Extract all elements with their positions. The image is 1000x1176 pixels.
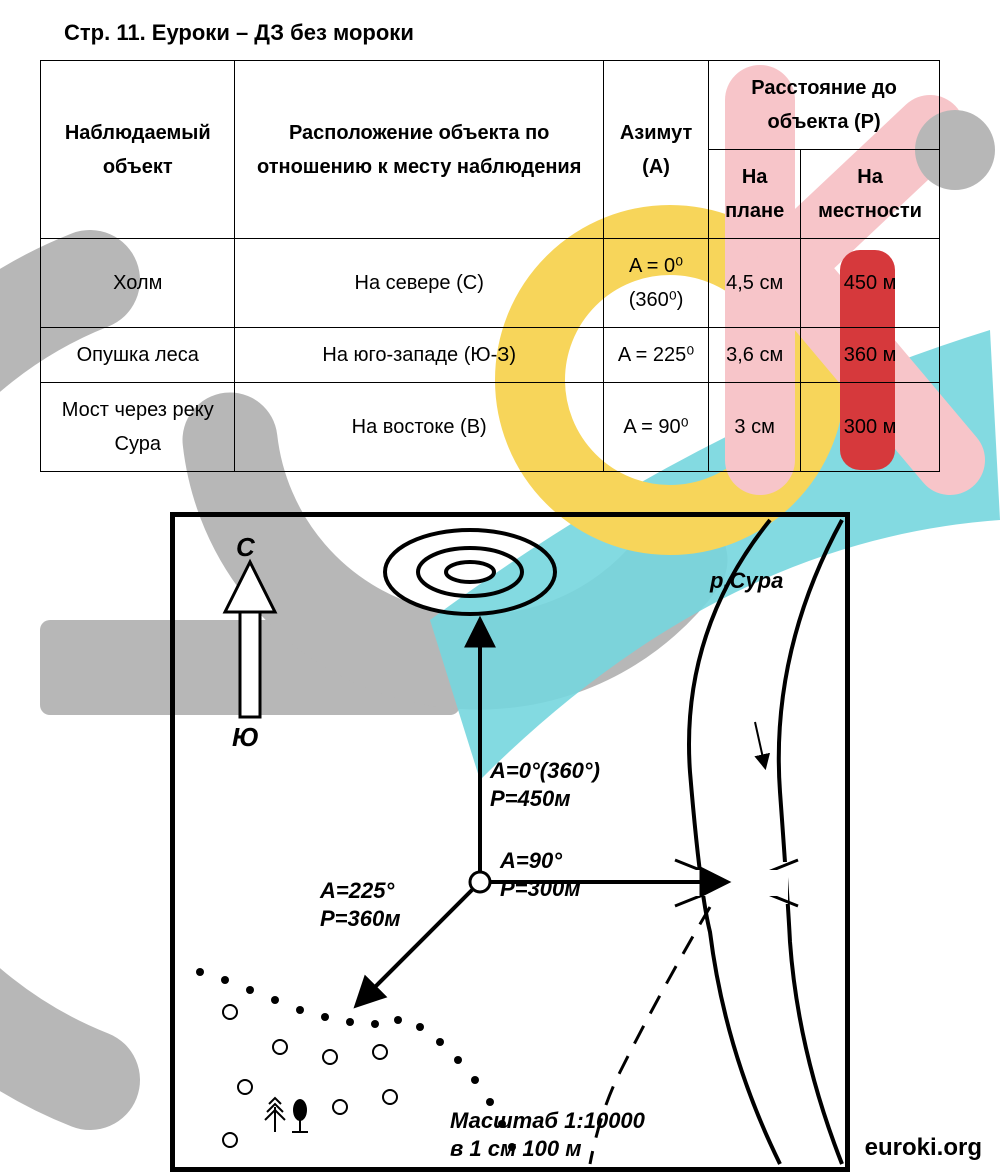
cell-azimuth: A = 90⁰: [603, 383, 708, 472]
bush-icon: [292, 1099, 308, 1132]
col-location: Расположение объекта по отношению к мест…: [235, 61, 603, 239]
cell-azimuth: A = 225⁰: [603, 328, 708, 383]
cell-terrain: 450 м: [801, 239, 940, 328]
river-label: р.Сура: [710, 567, 783, 595]
table-row: Холм На севере (С) A = 0⁰ (360⁰) 4,5 см …: [41, 239, 940, 328]
terrain-map: С Ю р.Сура A=0°(360°) Р=450м A=90° Р=300…: [170, 512, 890, 1176]
scale-label: Масштаб 1:10000 в 1 см 100 м: [450, 1107, 645, 1162]
cell-terrain: 360 м: [801, 328, 940, 383]
azimuth-table: Наблюдаемый объект Расположение объекта …: [40, 60, 940, 472]
col-on-plan: На плане: [709, 150, 801, 239]
cell-object: Мост через реку Сура: [41, 383, 235, 472]
page-title: Стр. 11. Еуроки – ДЗ без мороки: [64, 20, 960, 46]
col-on-terrain: На местности: [801, 150, 940, 239]
col-azimuth: Азимут (А): [603, 61, 708, 239]
cell-object: Опушка леса: [41, 328, 235, 383]
observation-point-icon: [470, 872, 490, 892]
cell-plan: 3,6 см: [709, 328, 801, 383]
forest-edge-icon: [223, 1005, 397, 1147]
cell-location: На севере (С): [235, 239, 603, 328]
river-icon: [689, 520, 842, 1164]
map-svg: [170, 512, 850, 1172]
label-azimuth-sw: A=225° Р=360м: [320, 877, 401, 932]
label-azimuth-north: A=0°(360°) Р=450м: [490, 757, 600, 812]
cell-terrain: 300 м: [801, 383, 940, 472]
table-body: Холм На севере (С) A = 0⁰ (360⁰) 4,5 см …: [41, 239, 940, 472]
cell-location: На востоке (В): [235, 383, 603, 472]
cell-object: Холм: [41, 239, 235, 328]
compass-north-label: С: [236, 532, 255, 563]
col-distance: Расстояние до объекта (Р): [709, 61, 940, 150]
label-azimuth-east: A=90° Р=300м: [500, 847, 581, 902]
cell-plan: 3 см: [709, 383, 801, 472]
cell-azimuth: A = 0⁰ (360⁰): [603, 239, 708, 328]
hill-icon: [385, 530, 555, 614]
tree-icon: [265, 1098, 285, 1132]
cell-plan: 4,5 см: [709, 239, 801, 328]
compass-icon: [225, 562, 275, 717]
col-object: Наблюдаемый объект: [41, 61, 235, 239]
cell-location: На юго-западе (Ю-З): [235, 328, 603, 383]
table-row: Опушка леса На юго-западе (Ю-З) A = 225⁰…: [41, 328, 940, 383]
compass-south-label: Ю: [232, 722, 259, 753]
table-row: Мост через реку Сура На востоке (В) A = …: [41, 383, 940, 472]
